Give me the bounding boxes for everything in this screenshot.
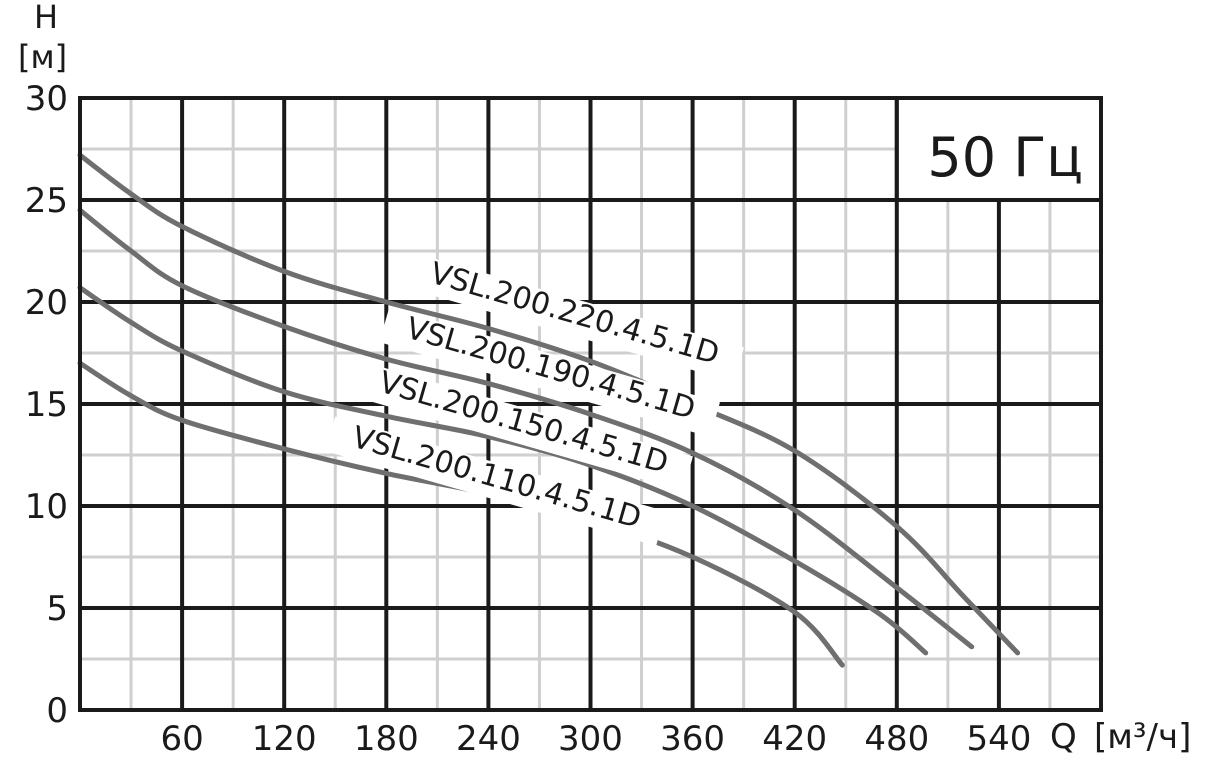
- x-axis-title: Q: [1050, 717, 1077, 757]
- curve-VSL.200.190.4.5.1D: [77, 207, 975, 650]
- x-tick-label: 540: [966, 719, 1031, 759]
- y-tick-label: 20: [25, 283, 68, 323]
- x-tick-label: 420: [762, 719, 827, 759]
- curve-VSL.200.150.4.5.1D: [77, 285, 929, 656]
- x-tick-label: 180: [354, 719, 419, 759]
- x-axis-unit: [м³/ч]: [1094, 717, 1192, 757]
- x-tick-labels: 60 120 180 240 300 360 420 480 540: [160, 719, 1031, 759]
- y-axis-title: H: [34, 0, 59, 36]
- y-tick-label: 30: [25, 79, 68, 119]
- curve-label-background: [325, 416, 666, 546]
- x-tick-label: 300: [558, 719, 623, 759]
- performance-curves: [77, 152, 1021, 668]
- frequency-label: 50 Гц: [927, 126, 1083, 189]
- frequency-label-background: [898, 100, 1099, 198]
- curve-label-background: [379, 307, 720, 437]
- y-tick-label: 10: [25, 487, 68, 527]
- curve-label-background: [403, 252, 744, 382]
- frequency-label-box: 50 Гц: [894, 98, 1101, 202]
- x-tick-label: 480: [864, 719, 929, 759]
- plot-frame: [78, 96, 1103, 712]
- x-tick-label: 120: [252, 719, 317, 759]
- x-tick-label: 360: [660, 719, 725, 759]
- y-tick-label: 0: [46, 691, 68, 731]
- curve-label-background: [352, 361, 693, 491]
- y-tick-label: 25: [25, 181, 68, 221]
- y-tick-label: 15: [25, 385, 68, 425]
- curve-VSL.200.220.4.5.1D: [77, 152, 1021, 656]
- x-tick-label: 240: [456, 719, 521, 759]
- y-tick-labels: 0 5 10 15 20 25 30: [25, 79, 68, 731]
- y-axis-unit: [м]: [18, 38, 68, 76]
- y-tick-label: 5: [46, 589, 68, 629]
- x-tick-label: 60: [160, 719, 203, 759]
- plot-border: [78, 96, 1103, 712]
